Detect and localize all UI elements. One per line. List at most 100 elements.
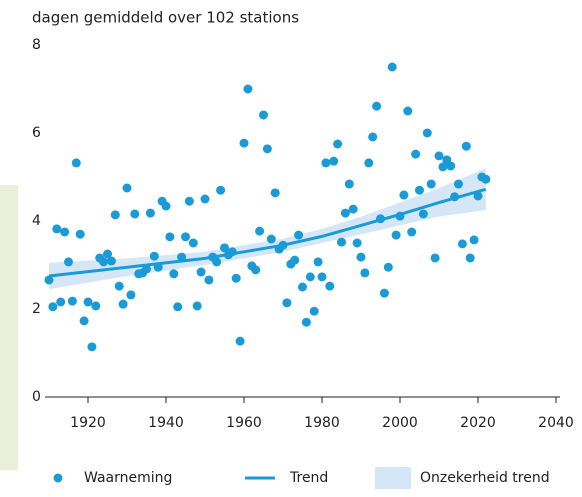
side-panel [0,185,18,470]
point [337,237,346,247]
point [340,208,350,218]
x-tick-label: 2020 [460,415,496,431]
point [48,302,58,312]
point [368,132,378,142]
point [290,255,300,265]
point [305,272,315,282]
point [161,201,171,211]
point [64,257,73,267]
point [126,290,136,300]
point [75,229,85,239]
legend-label: Onzekerheid trend [420,470,550,486]
point [142,264,151,274]
point [461,141,471,151]
point [333,139,343,149]
legend-marker [53,473,63,483]
point [379,288,389,298]
point [356,252,366,262]
x-tick-label: 1980 [304,415,340,431]
point [422,128,432,138]
point [450,192,460,202]
point [71,158,81,168]
point [415,185,424,195]
point [376,214,385,224]
point [188,238,198,248]
legend-label: Trend [289,470,328,486]
point [446,161,456,171]
point [399,190,409,200]
point [251,265,261,275]
point [469,235,479,245]
point [122,183,132,193]
x-tick-label: 1920 [70,415,106,431]
point [344,179,354,189]
y-axis-label: dagen gemiddeld over 102 stations [32,9,299,27]
point [454,179,463,189]
point [325,281,335,291]
point [231,273,241,283]
point [239,138,249,148]
point [391,230,401,240]
point [383,262,393,272]
point [259,110,268,120]
point [282,298,292,308]
point [99,257,109,267]
point [434,151,444,161]
point [153,262,163,272]
point [173,302,183,312]
point [165,232,175,242]
legend-marker [375,467,411,489]
point [395,211,405,221]
x-tick-label: 1940 [148,415,184,431]
point [403,106,413,116]
point [56,297,66,307]
point [192,301,202,311]
x-tick-label: 2040 [538,415,574,431]
legend-label: Waarneming [84,470,172,486]
point [169,269,179,279]
point [360,268,370,278]
point [220,243,229,253]
point [313,257,323,267]
point [44,275,54,285]
point [243,84,253,94]
point [465,253,475,263]
point [301,317,311,327]
y-tick-label: 8 [32,37,41,53]
x-tick-label: 1960 [226,415,262,431]
point [177,252,187,262]
point [52,224,62,234]
trend-line [48,187,487,278]
y-tick-label: 0 [32,389,41,405]
point [235,336,245,346]
y-tick-label: 4 [32,213,41,229]
point [255,226,265,236]
point [372,101,382,111]
point [266,234,276,244]
point [473,191,483,201]
point [216,185,226,195]
point [67,296,77,306]
point [184,196,194,206]
point [294,230,304,240]
point [110,210,120,220]
point [352,238,362,248]
point [418,209,428,219]
point [262,144,272,154]
point [438,162,448,172]
point [114,281,124,291]
point [149,251,159,261]
point [317,272,327,282]
point [181,232,190,242]
point [321,158,331,168]
point [364,158,374,168]
point [118,299,128,309]
point [270,188,280,198]
point [426,179,436,189]
point [200,194,210,204]
point [407,227,417,237]
y-tick-label: 2 [32,301,41,317]
point [278,240,288,250]
point [106,256,116,266]
